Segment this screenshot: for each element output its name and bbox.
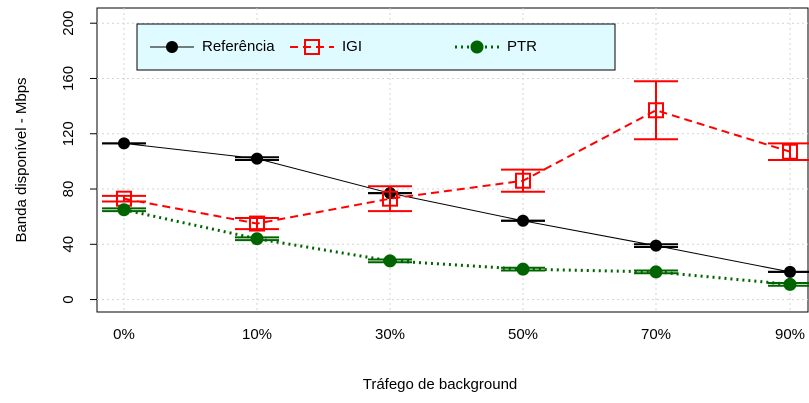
series-line — [123, 109, 791, 225]
marker — [782, 143, 798, 160]
legend-label: IGI — [342, 38, 362, 55]
y-tick-label: 0 — [60, 295, 77, 303]
y-tick-label: 80 — [60, 181, 77, 198]
marker — [515, 172, 531, 189]
x-tick-label: 10% — [242, 326, 272, 343]
x-tick-label: 70% — [641, 326, 671, 343]
x-tick-label: 50% — [508, 326, 538, 343]
series-line — [123, 142, 791, 273]
x-axis-label: Tráfego de background — [363, 376, 518, 393]
marker — [382, 190, 398, 207]
legend-label: Referência — [202, 38, 275, 55]
marker — [517, 214, 529, 227]
error-bar — [235, 217, 279, 231]
y-axis-label: Banda disponível - Mbps — [13, 77, 30, 242]
legend-label: PTR — [507, 38, 537, 55]
marker — [783, 277, 797, 291]
marker — [251, 152, 263, 165]
marker — [383, 254, 397, 268]
x-tick-label: 0% — [113, 326, 135, 343]
y-tick-label: 40 — [60, 236, 77, 253]
y-tick-label: 200 — [60, 11, 77, 36]
error-bar — [768, 142, 809, 161]
legend-box — [136, 23, 616, 71]
marker — [304, 39, 320, 55]
marker — [166, 41, 178, 53]
series-line — [123, 208, 791, 286]
y-tick-label: 120 — [60, 121, 77, 146]
x-tick-label: 30% — [375, 326, 405, 343]
error-bar — [102, 194, 146, 203]
marker — [516, 262, 530, 276]
error-bar — [634, 80, 678, 141]
marker — [470, 40, 484, 54]
marker — [650, 239, 662, 252]
marker — [784, 265, 796, 278]
error-bar — [368, 185, 412, 213]
marker — [117, 203, 131, 217]
x-tick-label: 90% — [775, 326, 805, 343]
marker — [649, 265, 663, 279]
marker — [250, 232, 264, 246]
marker — [249, 215, 265, 232]
y-tick-label: 160 — [60, 66, 77, 91]
marker — [648, 102, 664, 119]
marker — [118, 137, 130, 150]
